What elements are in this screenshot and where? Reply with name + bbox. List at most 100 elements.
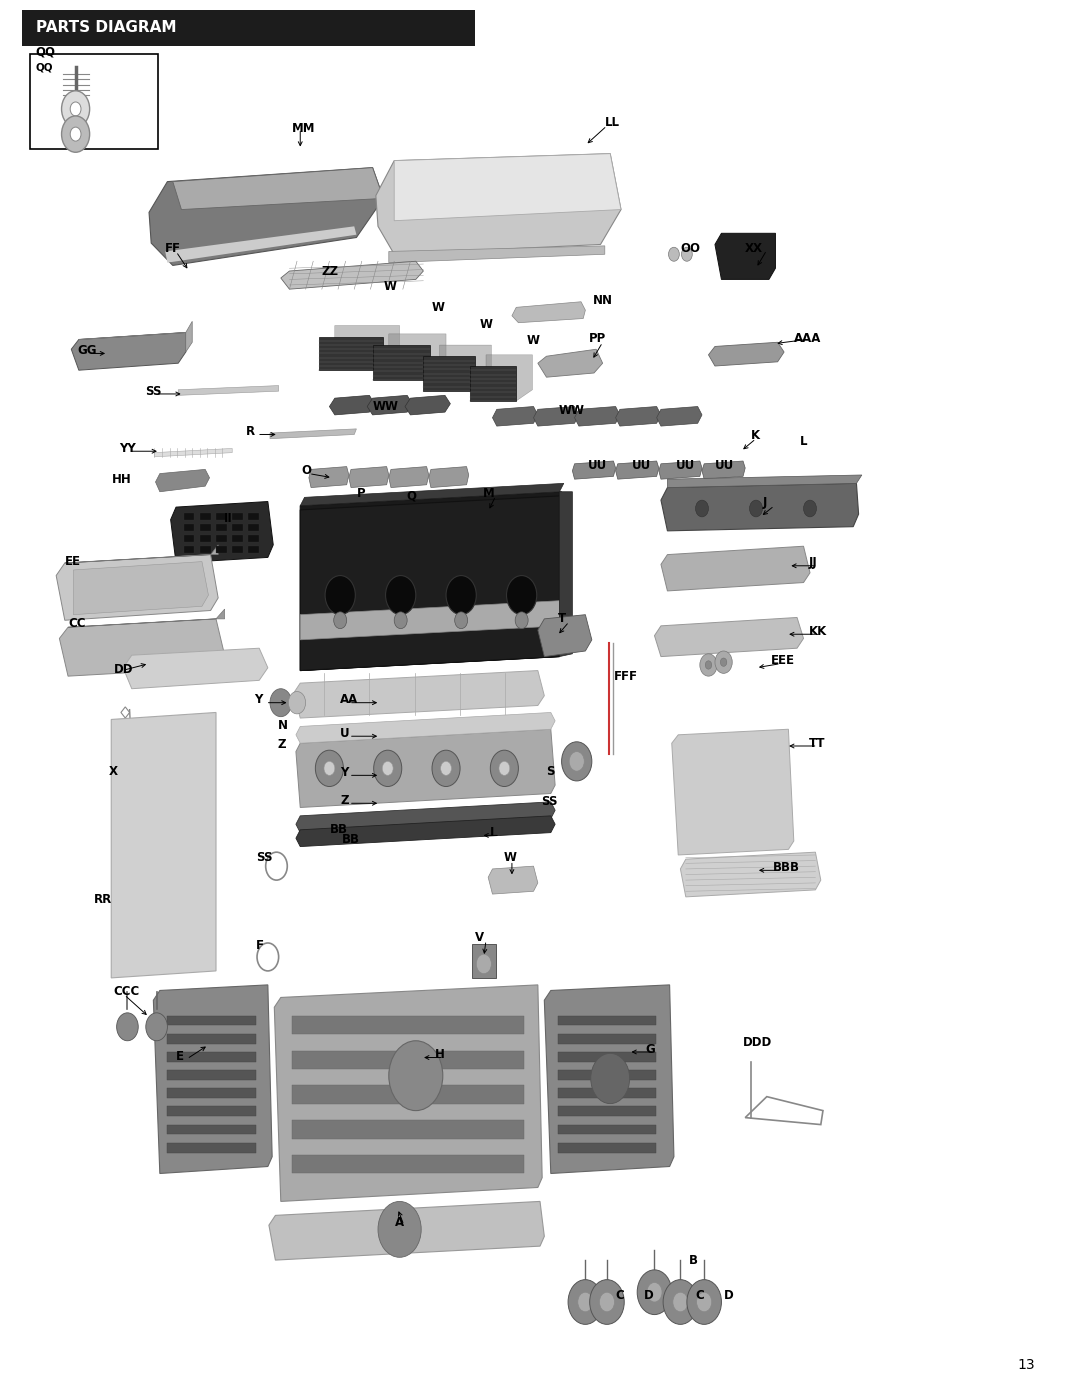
Point [332,281,345,298]
Point [312,358,325,374]
Bar [558,1125,656,1134]
Point [698,1271,711,1288]
Circle shape [325,576,355,615]
Point [600,1252,613,1268]
Point [193,448,206,465]
Point [372,253,384,270]
Bar [232,513,243,520]
Text: J: J [762,496,767,510]
Text: A: A [395,1215,404,1229]
Point [323,253,336,270]
Text: V: V [475,930,484,944]
Circle shape [62,116,90,152]
Point [318,707,330,724]
Polygon shape [373,345,430,380]
Bar [558,1106,656,1116]
Point [417,272,430,289]
Text: EE: EE [65,555,81,569]
Polygon shape [534,407,579,426]
Point [648,1261,661,1278]
Point [469,379,482,395]
Circle shape [562,742,592,781]
Text: T: T [558,612,567,626]
Polygon shape [423,345,491,391]
Point [417,360,430,377]
Circle shape [499,761,510,775]
Point [579,1271,592,1288]
Circle shape [70,102,81,116]
Point [366,359,379,376]
Text: G: G [646,1042,656,1056]
Polygon shape [661,546,810,591]
Point [463,388,476,405]
Point [417,352,430,369]
Line: 2 pts: 2 pts [289,261,297,289]
Point [408,707,421,724]
Polygon shape [300,601,559,640]
Text: WW: WW [373,400,399,414]
Circle shape [697,1292,712,1312]
Point [463,374,476,391]
Polygon shape [178,386,279,395]
Point [579,1252,592,1268]
Point [377,345,390,362]
Bar [216,524,227,531]
Point [171,448,184,465]
Point [366,341,379,358]
Text: K: K [751,429,759,443]
Polygon shape [423,356,475,391]
Circle shape [334,612,347,629]
Text: DDD: DDD [743,1035,772,1049]
Circle shape [515,612,528,629]
Bar [472,944,496,978]
Polygon shape [708,342,784,366]
Point [363,665,376,682]
Text: Z: Z [278,738,286,752]
Point [366,372,379,388]
Circle shape [647,1282,662,1302]
Circle shape [386,576,416,615]
Point [417,356,430,373]
Line: 2 pts: 2 pts [686,877,815,880]
Text: SS: SS [256,851,272,865]
Point [510,366,523,383]
Polygon shape [269,1201,544,1260]
Circle shape [117,1013,138,1041]
Circle shape [681,247,692,261]
Circle shape [374,750,402,787]
Text: UU: UU [588,458,607,472]
Point [648,1242,661,1259]
Text: C: C [616,1288,624,1302]
Text: W: W [480,317,492,331]
Point [417,370,430,387]
Text: F: F [256,939,264,953]
Polygon shape [165,226,356,263]
Circle shape [432,750,460,787]
Text: KK: KK [809,624,827,638]
Point [178,448,191,465]
Polygon shape [171,502,273,563]
Point [82,87,95,103]
Polygon shape [657,407,702,426]
Circle shape [750,500,762,517]
Text: O: O [301,464,311,478]
Circle shape [687,1280,721,1324]
Text: N: N [278,718,287,732]
Polygon shape [616,407,661,426]
Point [82,71,95,88]
Bar [167,1016,256,1025]
Polygon shape [559,492,572,657]
Point [377,353,390,370]
Point [312,337,325,353]
Point [315,281,328,298]
Polygon shape [309,467,349,488]
Point [56,87,69,103]
Text: UU: UU [632,458,651,472]
Point [417,261,430,278]
Circle shape [700,654,717,676]
Point [121,1000,134,1017]
Text: Z: Z [340,793,349,807]
Point [607,634,620,651]
Bar [200,524,211,531]
Point [186,440,199,457]
